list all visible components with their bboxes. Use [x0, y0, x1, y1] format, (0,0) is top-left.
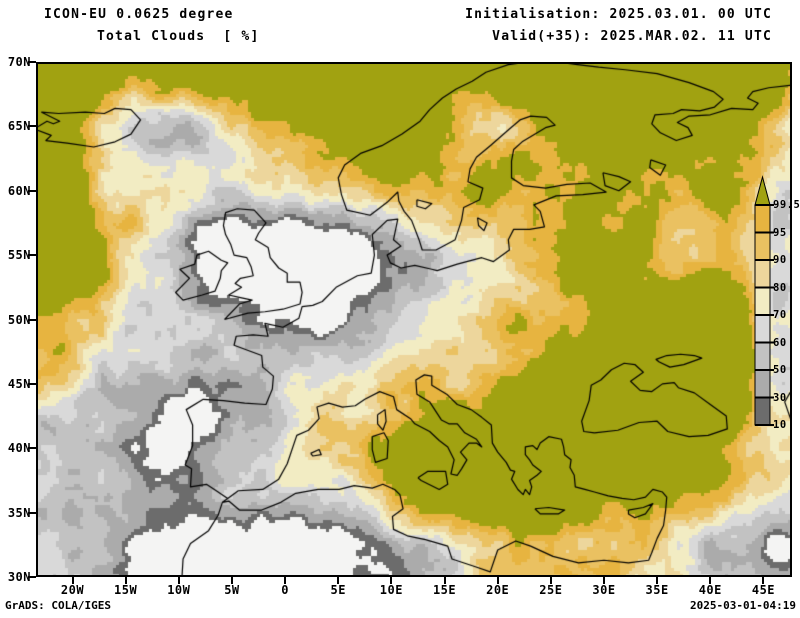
model-title: ICON-EU 0.0625 degree	[44, 7, 234, 22]
creation-timestamp: 2025-03-01-04:19	[690, 599, 796, 612]
lon-tick	[762, 577, 765, 584]
colorbar-value-label: 80	[773, 281, 787, 294]
colorbar	[754, 175, 774, 426]
lat-label: 30N	[7, 570, 31, 584]
lat-tick	[28, 189, 36, 192]
field-title: Total Clouds [ %]	[97, 29, 260, 44]
lat-tick	[28, 61, 36, 63]
lon-label: 30E	[592, 583, 616, 597]
colorbar-value-label: 99.5	[773, 199, 800, 211]
colorbar-value-label: 90	[773, 254, 787, 266]
valid-time-label: Valid(+35): 2025.MAR.02. 11 UTC	[492, 29, 772, 44]
lon-tick	[496, 577, 499, 584]
lon-label: 25E	[539, 583, 563, 597]
colorbar-value-label: 70	[773, 309, 787, 321]
colorbar-value-label: 10	[773, 419, 787, 431]
lat-label: 65N	[7, 119, 31, 134]
lon-tick	[603, 577, 605, 584]
colorbar-band	[755, 232, 770, 260]
lon-tick	[337, 577, 340, 584]
lon-label: 20E	[486, 583, 510, 597]
colorbar-band	[755, 342, 770, 370]
lon-tick	[124, 577, 127, 584]
lat-tick	[28, 576, 36, 578]
colorbar-band	[755, 315, 770, 343]
lon-tick	[284, 577, 287, 584]
grads-credit: GrADS: COLA/IGES	[5, 599, 111, 612]
lat-label: 60N	[7, 183, 31, 198]
lat-label: 50N	[7, 312, 31, 327]
lon-tick	[177, 577, 180, 584]
lon-label: 45E	[751, 583, 776, 597]
lat-tick	[28, 382, 36, 385]
cloud-cover-map	[38, 64, 790, 575]
map-frame	[36, 62, 792, 577]
colorbar-band	[755, 287, 770, 315]
lon-tick	[443, 577, 446, 584]
lon-label: 5W	[224, 583, 240, 597]
lon-label: 15E	[432, 583, 457, 597]
lon-tick	[656, 577, 659, 584]
colorbar-value-label: 95	[773, 226, 787, 239]
lat-label: 55N	[7, 248, 31, 263]
lat-tick	[28, 447, 36, 450]
lon-label: 0	[281, 583, 289, 597]
colorbar-value-label: 60	[773, 336, 787, 349]
lon-tick	[230, 577, 233, 584]
lon-label: 15W	[114, 583, 138, 597]
lon-tick	[390, 577, 393, 584]
lat-label: 70N	[7, 55, 31, 69]
colorbar-value-label: 30	[773, 391, 787, 404]
colorbar-band	[755, 397, 770, 425]
lon-tick	[71, 577, 74, 584]
colorbar-over-triangle	[754, 175, 771, 206]
lat-label: 40N	[7, 441, 31, 456]
lon-label: 10W	[167, 583, 191, 597]
colorbar-band	[755, 370, 770, 398]
lon-label: 40E	[698, 583, 722, 597]
lat-tick	[28, 125, 36, 128]
lon-label: 10E	[379, 583, 403, 597]
colorbar-band	[755, 205, 770, 233]
colorbar-band	[755, 260, 770, 288]
lat-tick	[28, 318, 36, 321]
lon-tick	[709, 577, 712, 584]
lat-tick	[28, 254, 36, 257]
lat-label: 45N	[7, 376, 31, 391]
lon-tick	[549, 577, 552, 584]
lat-tick	[28, 511, 36, 514]
lon-label: 35E	[645, 583, 669, 597]
lon-label: 20W	[60, 583, 85, 597]
colorbar-value-label: 50	[773, 364, 787, 376]
init-time-label: Initialisation: 2025.03.01. 00 UTC	[465, 7, 772, 22]
lon-label: 5E	[330, 583, 346, 597]
lat-label: 35N	[7, 505, 31, 520]
